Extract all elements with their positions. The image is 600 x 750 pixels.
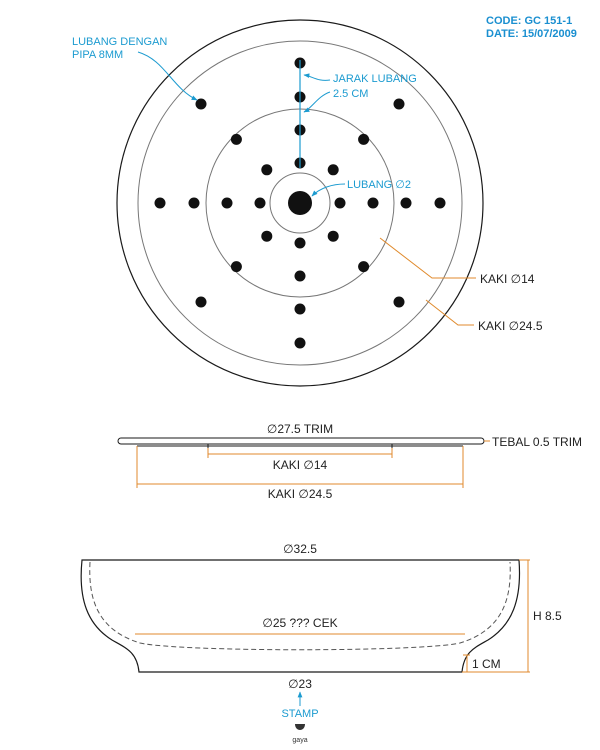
axis-hole: [400, 197, 412, 209]
center-hole-leader: [311, 183, 346, 197]
center-hole: [288, 191, 312, 215]
spacing-note-line1: JARAK LUBANG: [333, 73, 417, 85]
plate-trim: [117, 437, 485, 445]
diagonal-hole: [230, 261, 242, 273]
pipe-hole-note-line2: PIPA 8MM: [72, 49, 123, 61]
diagonal-hole: [327, 164, 339, 176]
side-foot-inner-label: KAKI ∅14: [273, 458, 328, 472]
axis-hole: [221, 197, 233, 209]
gaya-logo: gaya: [292, 724, 308, 744]
base-diameter-label: ∅23: [288, 677, 312, 691]
spacing-leader-2: [303, 91, 331, 113]
inner-ring: [269, 172, 331, 234]
diagonal-hole: [358, 133, 370, 145]
inner-diameter-label: ∅25 ??? CEK: [262, 616, 337, 630]
axis-hole: [334, 197, 346, 209]
axis-hole: [294, 237, 306, 249]
axis-hole: [367, 197, 379, 209]
foot-inner-note: KAKI ∅14: [480, 272, 535, 286]
foot-inner-leader: [379, 237, 476, 279]
diagonal-hole: [261, 230, 273, 242]
spacing-note-line2: 2.5 CM: [333, 88, 368, 100]
logo-text: gaya: [292, 737, 307, 744]
diagonal-hole: [327, 230, 339, 242]
axis-hole: [294, 337, 306, 349]
pipe-hole-leader: [137, 51, 198, 101]
side-view: ∅27.5 TRIM TEBAL 0.5 TRIM KAKI ∅14 KAKI …: [117, 422, 582, 501]
axis-hole: [294, 270, 306, 282]
drawing-date: DATE: 15/07/2009: [486, 28, 577, 40]
diagonal-hole: [393, 98, 405, 110]
foot-outer-note: KAKI ∅24.5: [478, 319, 543, 333]
drawing-code: CODE: GC 151-1: [486, 15, 572, 27]
diagonal-hole: [358, 261, 370, 273]
height-label: H 8.5: [533, 609, 562, 623]
top-view: LUBANG DENGAN PIPA 8MM JARAK LUBANG 2.5 …: [72, 19, 543, 387]
section-view: ∅32.5 ∅25 ??? CEK H 8.5 1 CM ∅23 STAMP g…: [80, 542, 562, 744]
axis-hole: [188, 197, 200, 209]
center-hole-note: LUBANG ∅2: [347, 179, 411, 191]
diagonal-hole: [261, 164, 273, 176]
axis-hole: [434, 197, 446, 209]
foot-height-label: 1 CM: [472, 657, 501, 671]
spacing-leader-1: [303, 73, 331, 81]
pipe-hole-note-line1: LUBANG DENGAN: [72, 36, 167, 48]
diagonal-hole: [393, 296, 405, 308]
axis-hole: [154, 197, 166, 209]
diagonal-hole: [195, 296, 207, 308]
stamp-label: STAMP: [281, 708, 318, 720]
foot-ring-outer: [137, 40, 463, 366]
diagonal-hole: [230, 133, 242, 145]
axis-hole: [254, 197, 266, 209]
trim-thickness-label: TEBAL 0.5 TRIM: [492, 435, 582, 449]
bowl-top-diameter-label: ∅32.5: [283, 542, 317, 556]
axis-hole: [294, 303, 306, 315]
diagonal-hole: [195, 98, 207, 110]
bowl-inner-dashed: [89, 561, 511, 651]
trim-diameter-label: ∅27.5 TRIM: [267, 422, 333, 436]
side-foot-outer-label: KAKI ∅24.5: [268, 487, 333, 501]
foot-outer-leader: [425, 299, 474, 326]
outer-rim: [116, 19, 484, 387]
